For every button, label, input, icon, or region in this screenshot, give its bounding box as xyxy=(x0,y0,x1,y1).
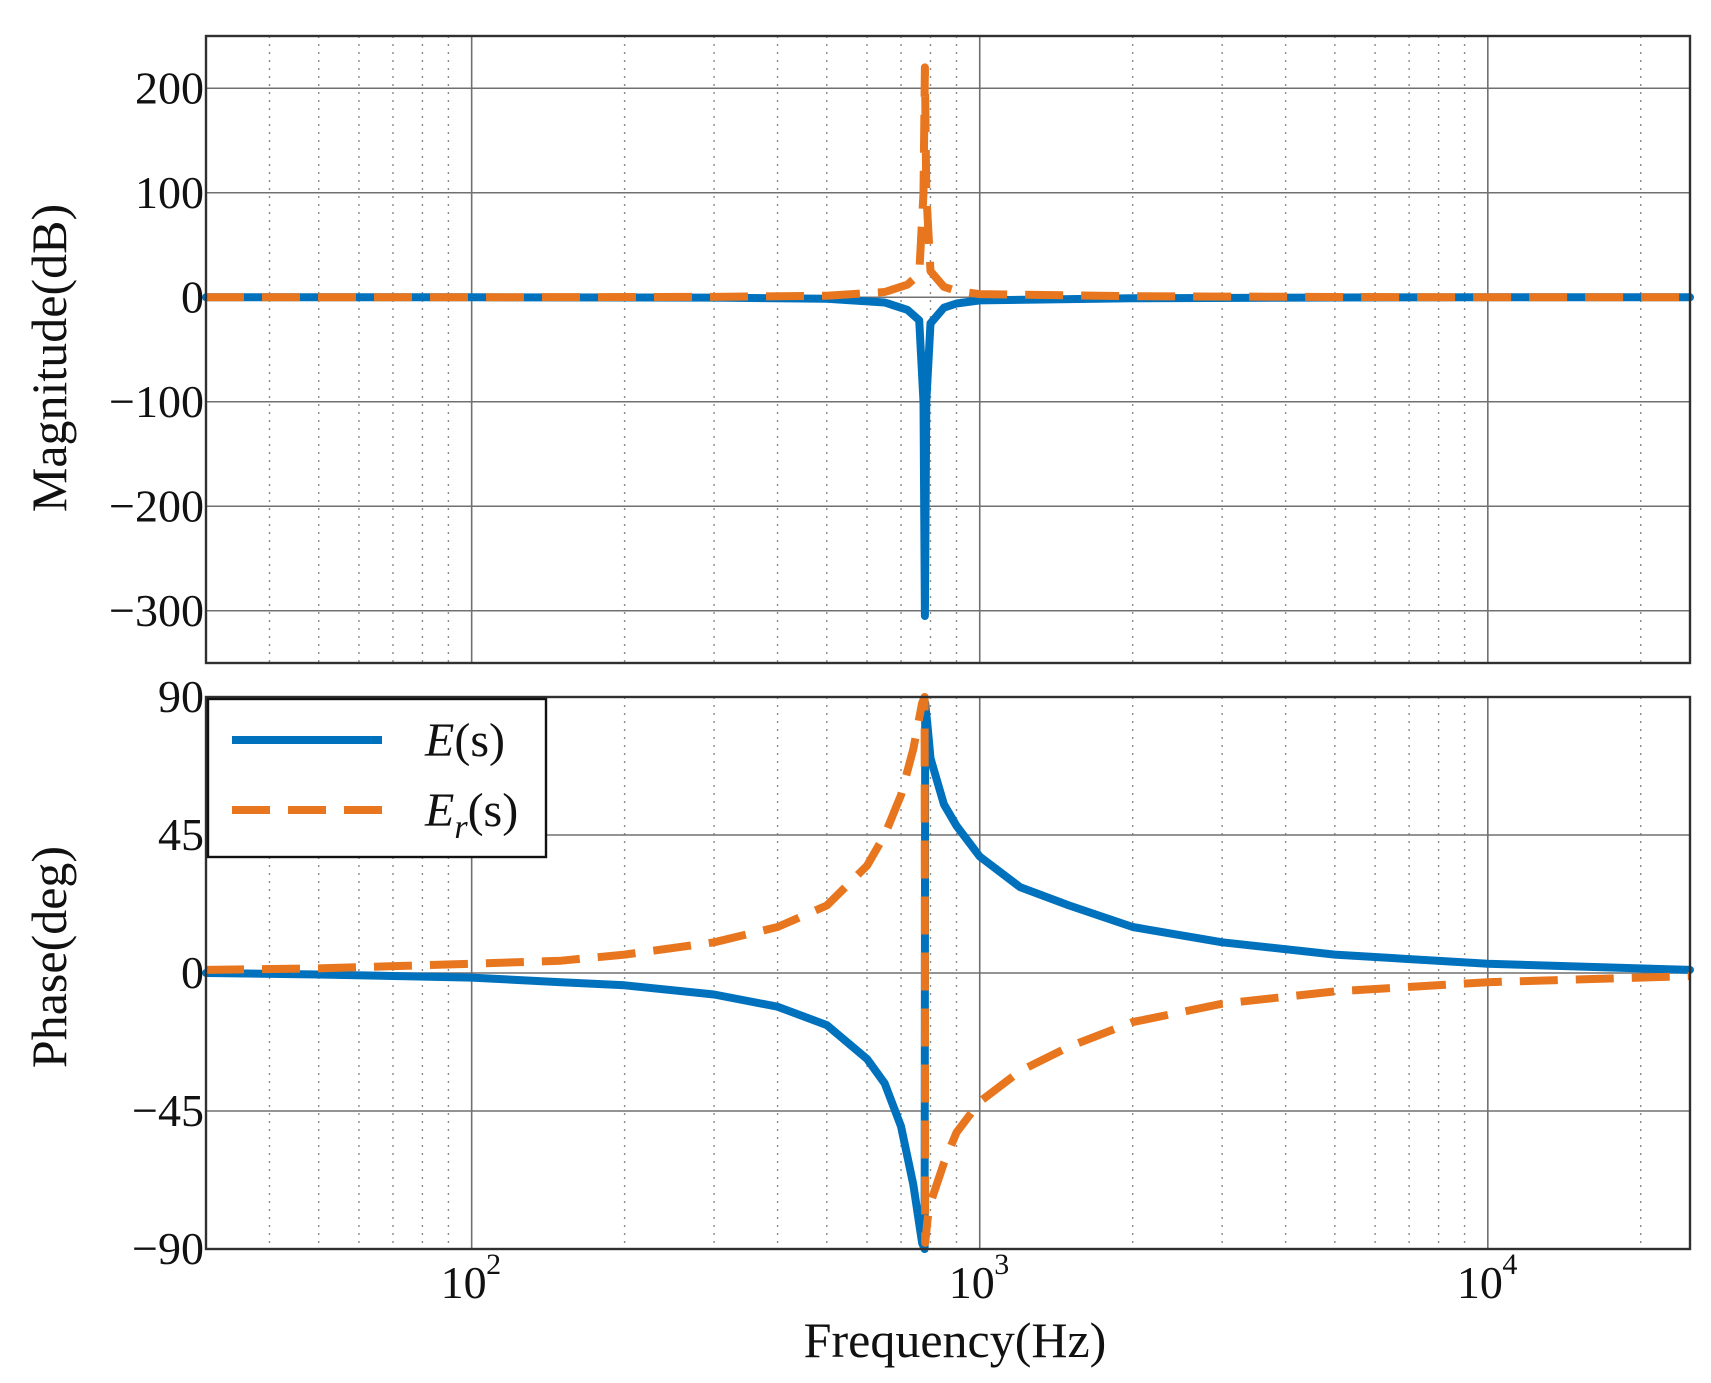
x-tick-label: 10 3 xyxy=(949,1248,1010,1308)
y-tick-label: 0 xyxy=(181,947,204,998)
magnitude-axes-frame xyxy=(204,34,1692,665)
phase-y-axis-label: Phase(deg) xyxy=(21,846,77,1068)
magnitude-series xyxy=(202,63,1694,620)
y-tick-label: 100 xyxy=(135,167,204,218)
magnitude-y-axis-label: Magnitude(dB) xyxy=(21,204,77,512)
legend-label-arg: (s) xyxy=(468,784,519,837)
x-tick-base: 10 xyxy=(441,1257,487,1308)
x-tick-label: 10 4 xyxy=(1457,1248,1518,1308)
y-tick-label: −45 xyxy=(132,1085,204,1136)
magnitude-y-ticks: 200 100 0 −100 −200 −300 xyxy=(109,62,204,636)
y-tick-label: 200 xyxy=(135,62,204,113)
x-tick-exponent: 3 xyxy=(994,1248,1009,1281)
legend: E(s)Er(s) xyxy=(206,697,548,859)
magnitude-panel: 200 100 0 −100 −200 −300 xyxy=(109,34,1694,665)
y-tick-label: −100 xyxy=(109,376,204,427)
series-line-er xyxy=(206,63,1690,302)
x-tick-base: 10 xyxy=(949,1257,995,1308)
magnitude-grid xyxy=(205,36,1690,663)
y-tick-label: −90 xyxy=(132,1223,204,1274)
legend-label-subscript: r xyxy=(454,809,468,846)
y-tick-label: 45 xyxy=(158,809,204,860)
y-tick-label: 90 xyxy=(158,671,204,722)
phase-y-ticks: 90 45 0 −45 −90 xyxy=(132,671,204,1274)
legend-label-name: E xyxy=(424,784,454,837)
legend-box xyxy=(206,697,548,859)
y-tick-label: 0 xyxy=(181,271,204,322)
series-line-e xyxy=(202,293,1694,620)
y-tick-label: −200 xyxy=(109,480,204,531)
legend-label: E(s) xyxy=(424,714,505,767)
x-tick-base: 10 xyxy=(1457,1257,1503,1308)
x-axis-label: Frequency(Hz) xyxy=(804,1312,1107,1368)
x-tick-exponent: 4 xyxy=(1502,1248,1517,1281)
phase-x-ticks: 10 2 10 3 10 4 xyxy=(441,1248,1518,1308)
x-tick-exponent: 2 xyxy=(486,1248,501,1281)
phase-axes-frame xyxy=(204,695,1692,1251)
legend-label-arg: (s) xyxy=(454,714,505,767)
legend-label-name: E xyxy=(424,714,454,767)
y-tick-label: −300 xyxy=(109,585,204,636)
x-tick-label: 10 2 xyxy=(441,1248,502,1308)
legend-label: Er(s) xyxy=(424,784,518,846)
